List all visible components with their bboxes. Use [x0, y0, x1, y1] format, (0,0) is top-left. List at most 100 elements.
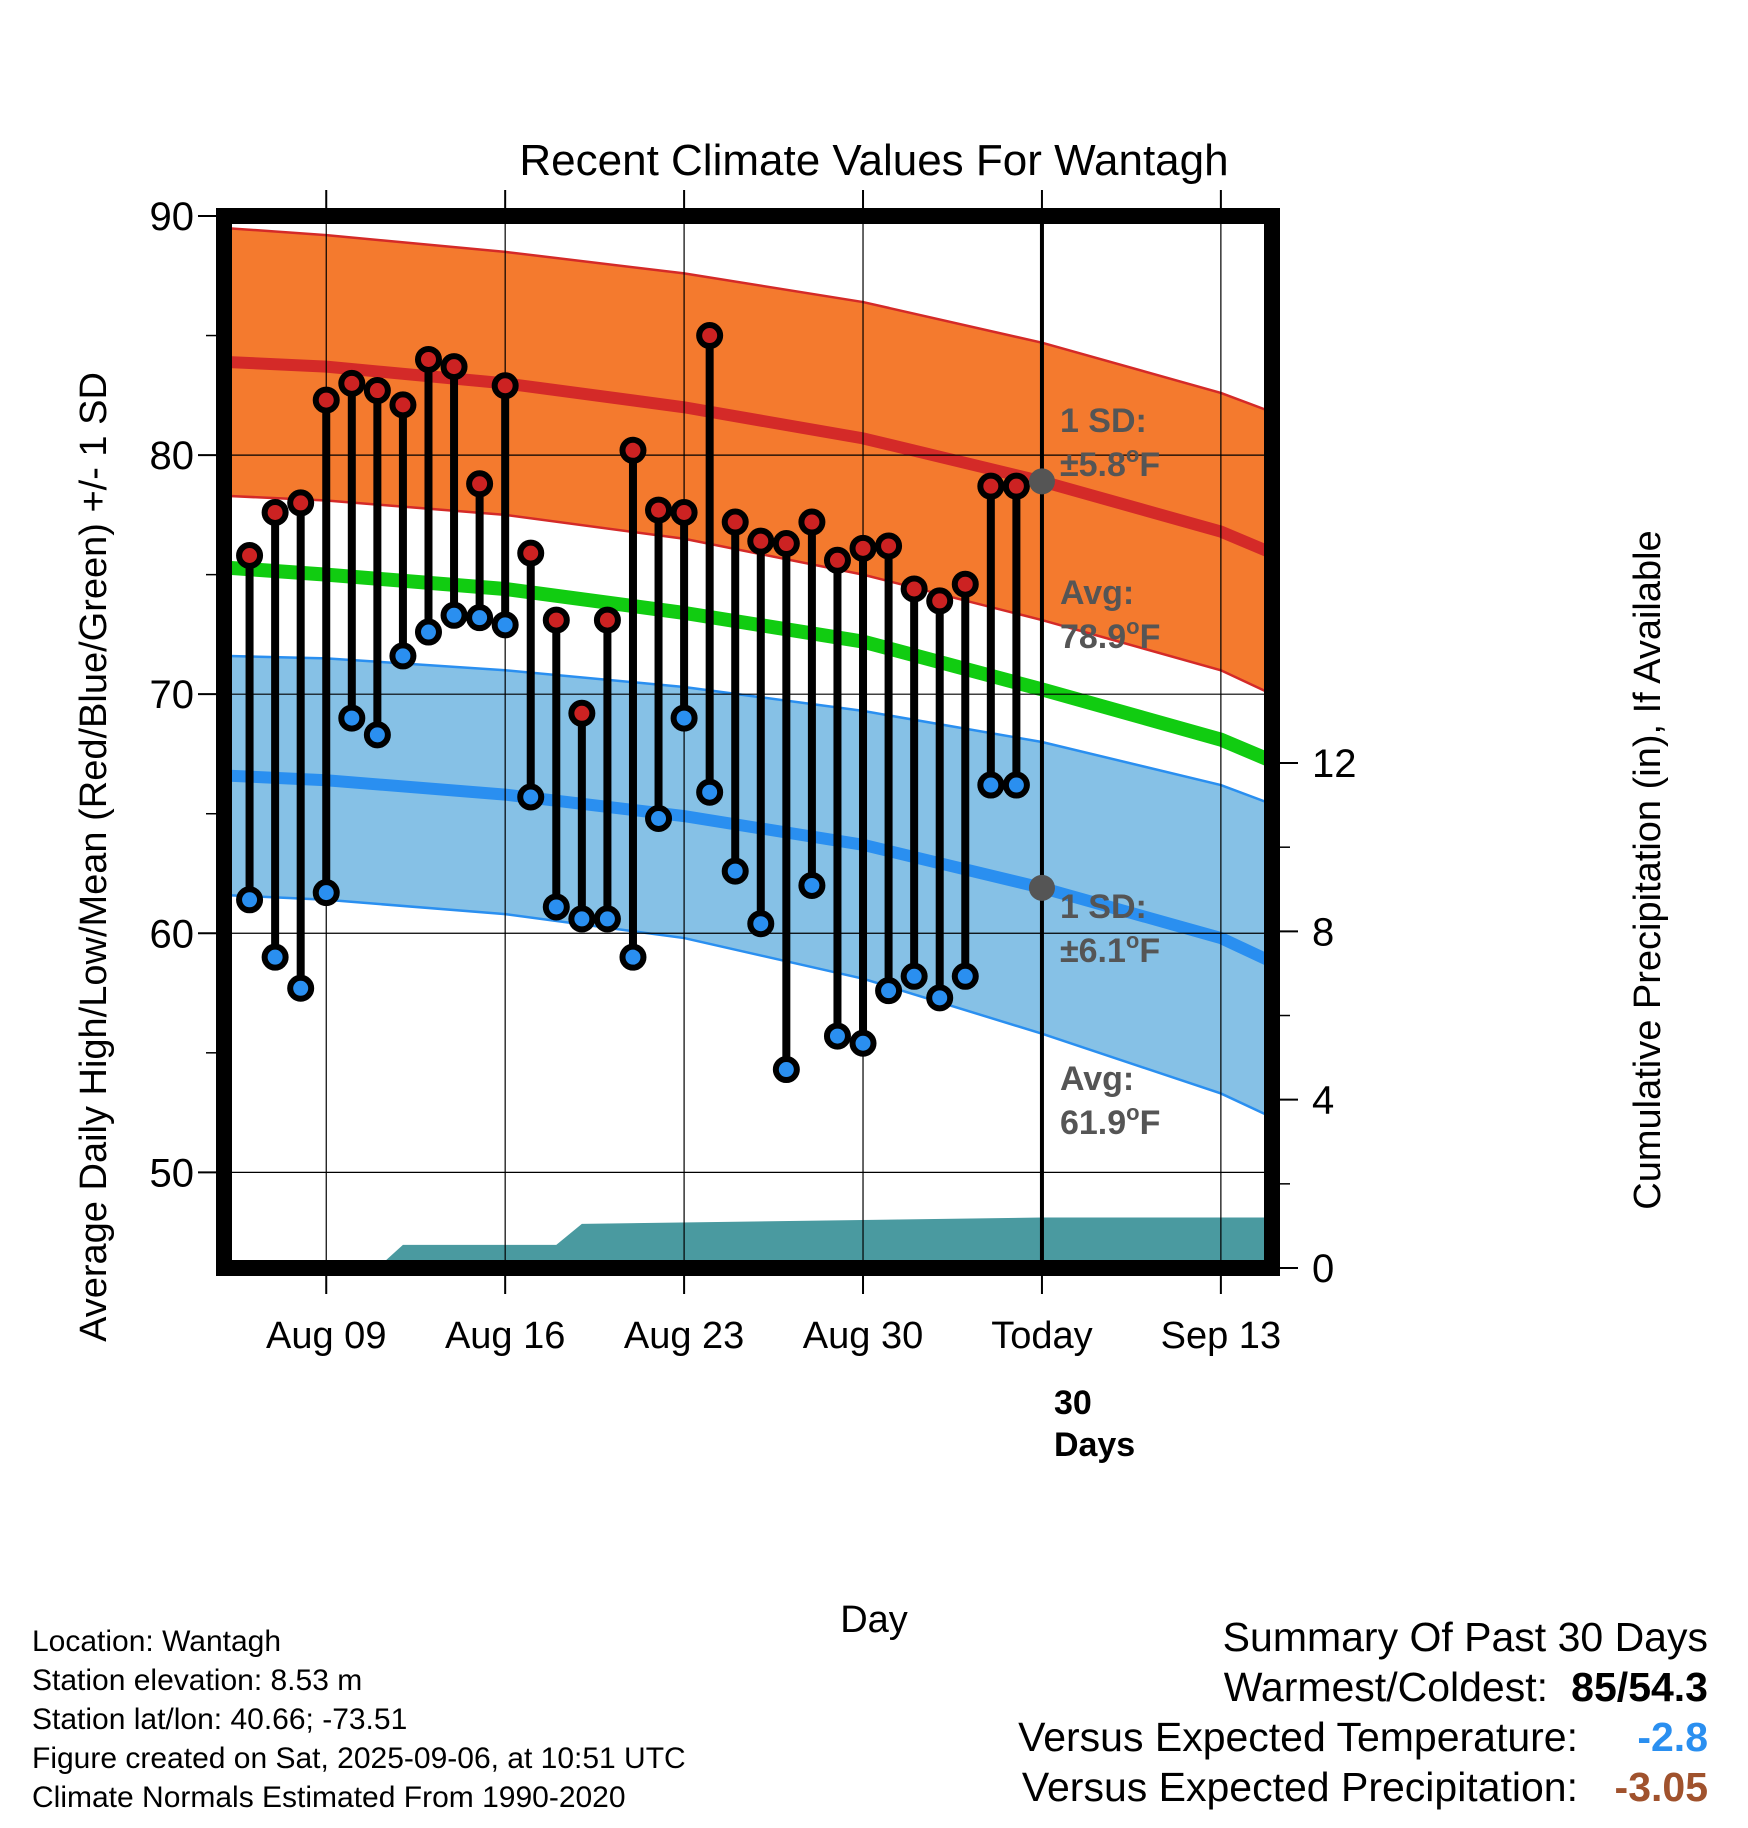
- high-lower-line: [224, 494, 1272, 696]
- high-avg-label: Avg:: [1060, 574, 1134, 612]
- daily-low-point: [875, 977, 903, 1005]
- daily-high-point: [236, 542, 264, 570]
- latlon-text: Station lat/lon: 40.66; -73.51: [32, 1703, 408, 1736]
- plot-content: [224, 216, 1272, 1268]
- low-sd-label: 1 SD:: [1060, 888, 1147, 926]
- warmest-value: 85/54.3: [1568, 1662, 1708, 1712]
- high-upper-line: [224, 226, 1272, 414]
- today-low-marker: [1028, 874, 1055, 901]
- daily-high-point: [926, 587, 954, 615]
- x-tick-label: Aug 16: [445, 1315, 565, 1357]
- daily-low-point: [1002, 771, 1030, 799]
- days-word-label: Days: [1054, 1426, 1135, 1464]
- low-lower-line: [224, 893, 1272, 1119]
- daily-low-point: [261, 943, 289, 971]
- warmest-low: 54.3: [1628, 1664, 1708, 1710]
- y-tick-label: 60: [150, 912, 195, 956]
- daily-low-point: [542, 893, 570, 921]
- y-tick-label: 80: [150, 434, 195, 478]
- warmest-high: 85: [1571, 1664, 1617, 1710]
- y-tick-label: 50: [150, 1151, 195, 1195]
- daily-high-point: [568, 699, 596, 727]
- summary-title: Summary Of Past 30 Days: [1222, 1614, 1708, 1660]
- daily-low-point: [517, 783, 545, 811]
- high-sd-label: 1 SD:: [1060, 402, 1147, 440]
- summary-warmest-row: Warmest/Coldest: 85/54.3: [1018, 1662, 1708, 1712]
- daily-high-point: [747, 527, 775, 555]
- y2-tick-label: 8: [1312, 910, 1334, 954]
- precip-anomaly-label: Versus Expected Precipitation:: [1021, 1764, 1578, 1810]
- precip-area: [224, 1217, 1272, 1268]
- warmest-label: Warmest/Coldest:: [1223, 1664, 1548, 1710]
- daily-high-point: [517, 539, 545, 567]
- daily-low-point: [977, 771, 1005, 799]
- temp-anomaly-label: Versus Expected Temperature:: [1018, 1714, 1578, 1760]
- daily-low-point: [287, 974, 315, 1002]
- y-tick-label: 90: [150, 195, 195, 239]
- daily-high-point: [542, 606, 570, 634]
- daily-high-point: [287, 489, 315, 517]
- y2-tick-label: 12: [1312, 742, 1357, 786]
- daily-low-point: [670, 704, 698, 732]
- daily-low-point: [721, 857, 749, 885]
- y2-tick-label: 4: [1312, 1079, 1334, 1123]
- daily-low-point: [363, 721, 391, 749]
- daily-high-point: [414, 345, 442, 373]
- daily-low-point: [900, 962, 928, 990]
- daily-low-point: [696, 778, 724, 806]
- high-avg-line: [224, 355, 1272, 559]
- low-sd-value: ±6.1oF: [1060, 928, 1160, 970]
- x-axis-label: Day: [840, 1599, 908, 1641]
- daily-high-point: [849, 534, 877, 562]
- daily-high-point: [772, 530, 800, 558]
- location-text: Location: Wantagh: [32, 1625, 282, 1658]
- low-avg-label: Avg:: [1060, 1060, 1134, 1098]
- daily-high-point: [900, 575, 928, 603]
- daily-low-point: [926, 984, 954, 1012]
- high-sd-band: [224, 227, 1272, 695]
- daily-high-point: [312, 386, 340, 414]
- daily-high-point: [977, 472, 1005, 500]
- daily-high-point: [466, 470, 494, 498]
- high-sd-value: ±5.8oF: [1060, 442, 1160, 484]
- daily-high-point: [721, 508, 749, 536]
- daily-low-point: [491, 611, 519, 639]
- warmest-separator: /: [1616, 1664, 1629, 1710]
- x-tick-label: Aug 30: [803, 1315, 923, 1357]
- daily-high-point: [798, 508, 826, 536]
- low-upper-line: [224, 654, 1272, 806]
- daily-low-point: [236, 886, 264, 914]
- daily-high-point: [1002, 472, 1030, 500]
- daily-high-point: [645, 496, 673, 524]
- daily-low-point: [466, 604, 494, 632]
- daily-high-point: [491, 372, 519, 400]
- summary-panel: Summary Of Past 30 Days Warmest/Coldest:…: [1018, 1612, 1708, 1812]
- daily-low-point: [389, 642, 417, 670]
- daily-high-point: [951, 570, 979, 598]
- high-avg-value: 78.9oF: [1060, 614, 1160, 656]
- y-tick-label: 70: [150, 673, 195, 717]
- low-avg-value: 61.9oF: [1060, 1100, 1160, 1142]
- daily-low-point: [645, 805, 673, 833]
- x-tick-label: Today: [991, 1315, 1092, 1357]
- daily-low-point: [568, 905, 596, 933]
- daily-high-point: [593, 606, 621, 634]
- daily-low-point: [823, 1022, 851, 1050]
- daily-high-point: [875, 532, 903, 560]
- normals-text: Climate Normals Estimated From 1990-2020: [32, 1781, 626, 1814]
- daily-low-point: [798, 871, 826, 899]
- daily-high-point: [440, 353, 468, 381]
- today-high-marker: [1028, 468, 1055, 495]
- low-avg-line: [224, 769, 1272, 968]
- summary-precip-row: Versus Expected Precipitation: -3.05: [1018, 1762, 1708, 1812]
- daily-low-point: [338, 704, 366, 732]
- elevation-text: Station elevation: 8.53 m: [32, 1664, 363, 1697]
- y2-axis-label: Cumulative Precipitation (in), If Availa…: [1627, 530, 1669, 1209]
- daily-low-point: [951, 962, 979, 990]
- daily-high-point: [670, 498, 698, 526]
- low-sd-band: [224, 655, 1272, 1118]
- daily-high-point: [823, 546, 851, 574]
- x-tick-label: Sep 13: [1161, 1315, 1281, 1357]
